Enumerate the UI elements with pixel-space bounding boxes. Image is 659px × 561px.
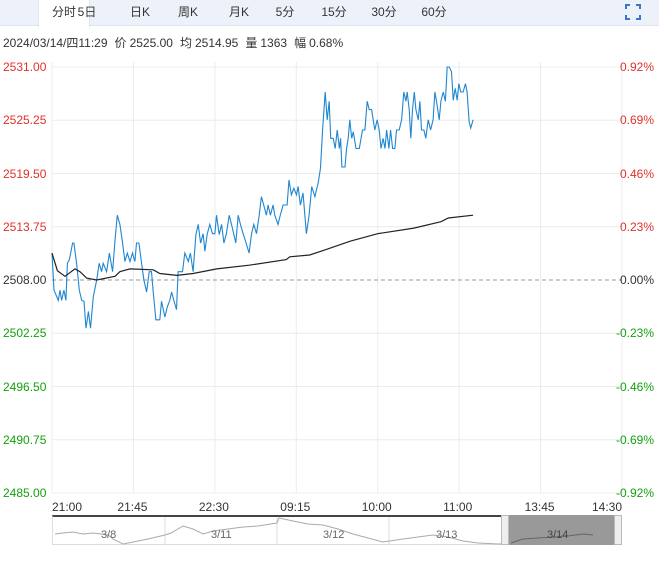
tab-7[interactable]: 30分	[371, 5, 397, 19]
y-tick-price: 2531.00	[3, 60, 47, 74]
navigator-sparkline	[54, 517, 588, 545]
y-tick-price: 2485.00	[3, 486, 47, 500]
price-label: 价	[114, 36, 127, 50]
navigator-date-label: 3/11	[211, 529, 232, 541]
tab-1[interactable]: 5日	[77, 5, 97, 19]
y-tick-percent: 0.23%	[619, 219, 654, 234]
y-tick-price: 2502.25	[3, 326, 47, 341]
x-tick-time: 09:15	[280, 500, 311, 514]
y-tick-percent: -0.69%	[615, 432, 654, 447]
price-value: 2525.00	[129, 36, 173, 50]
y-tick-price: 2513.75	[3, 219, 47, 234]
y-tick-price: 2508.00	[3, 273, 47, 287]
y-tick-percent: -0.23%	[615, 326, 654, 341]
fullscreen-icon[interactable]	[625, 4, 641, 20]
y-tick-price: 2490.75	[3, 432, 47, 447]
navigator-date-label: 3/12	[323, 529, 345, 541]
navigator-date-label: 3/14	[547, 529, 569, 541]
navigator-selected-sparkline	[510, 533, 594, 544]
tab-0[interactable]: 分时	[38, 0, 90, 27]
navigator-date-label: 3/8	[101, 529, 117, 541]
avg-value: 2514.95	[194, 36, 239, 50]
y-tick-percent: 0.46%	[619, 166, 654, 181]
y-tick-percent: 0.00%	[619, 273, 654, 287]
x-tick-time: 21:00	[52, 500, 83, 514]
y-tick-percent: 0.69%	[619, 113, 654, 128]
tab-3[interactable]: 周K	[177, 5, 198, 19]
x-tick-time: 10:00	[361, 500, 392, 514]
tab-8[interactable]: 60分	[421, 5, 447, 19]
y-tick-percent: -0.46%	[615, 379, 654, 394]
amplitude-value: 0.68%	[309, 36, 344, 50]
amplitude-label: 幅	[294, 36, 307, 50]
y-tick-price: 2519.50	[3, 166, 47, 181]
tab-5[interactable]: 5分	[275, 5, 295, 19]
tab-4[interactable]: 月K	[228, 5, 249, 19]
period-tab-bar: 分时 5日 日K 周K 月K 5分 15分 30分 60分	[0, 0, 659, 27]
y-tick-percent: -0.92%	[615, 486, 654, 500]
y-tick-percent: 0.92%	[619, 60, 654, 74]
tab-6[interactable]: 15分	[321, 5, 347, 19]
average-line	[51, 214, 474, 281]
y-tick-price: 2496.50	[3, 379, 47, 394]
time-range-navigator[interactable]: 3/8 3/11 3/12 3/13 3/14	[52, 515, 622, 545]
x-tick-time: 13:45	[524, 500, 555, 514]
quote-info-line: 2024/03/14/四11:29 价 2525.00 均 2514.95 量 1363 幅 0…	[3, 34, 350, 51]
volume-label: 量	[245, 36, 258, 50]
navigator-date-label: 3/13	[436, 529, 458, 541]
x-tick-time: 14:30	[592, 500, 623, 514]
volume-value: 1363	[260, 36, 288, 50]
x-tick-time: 11:00	[443, 500, 473, 514]
quote-datetime: 2024/03/14/四11:29	[3, 36, 108, 50]
x-tick-time: 22:30	[198, 500, 229, 514]
navigator-right-handle[interactable]	[614, 515, 622, 545]
avg-label: 均	[179, 36, 192, 50]
price-line	[51, 66, 474, 329]
tab-2[interactable]: 日K	[129, 5, 150, 19]
y-tick-price: 2525.25	[3, 113, 47, 128]
navigator-left-handle[interactable]	[501, 515, 509, 545]
x-tick-time: 21:45	[117, 500, 148, 514]
